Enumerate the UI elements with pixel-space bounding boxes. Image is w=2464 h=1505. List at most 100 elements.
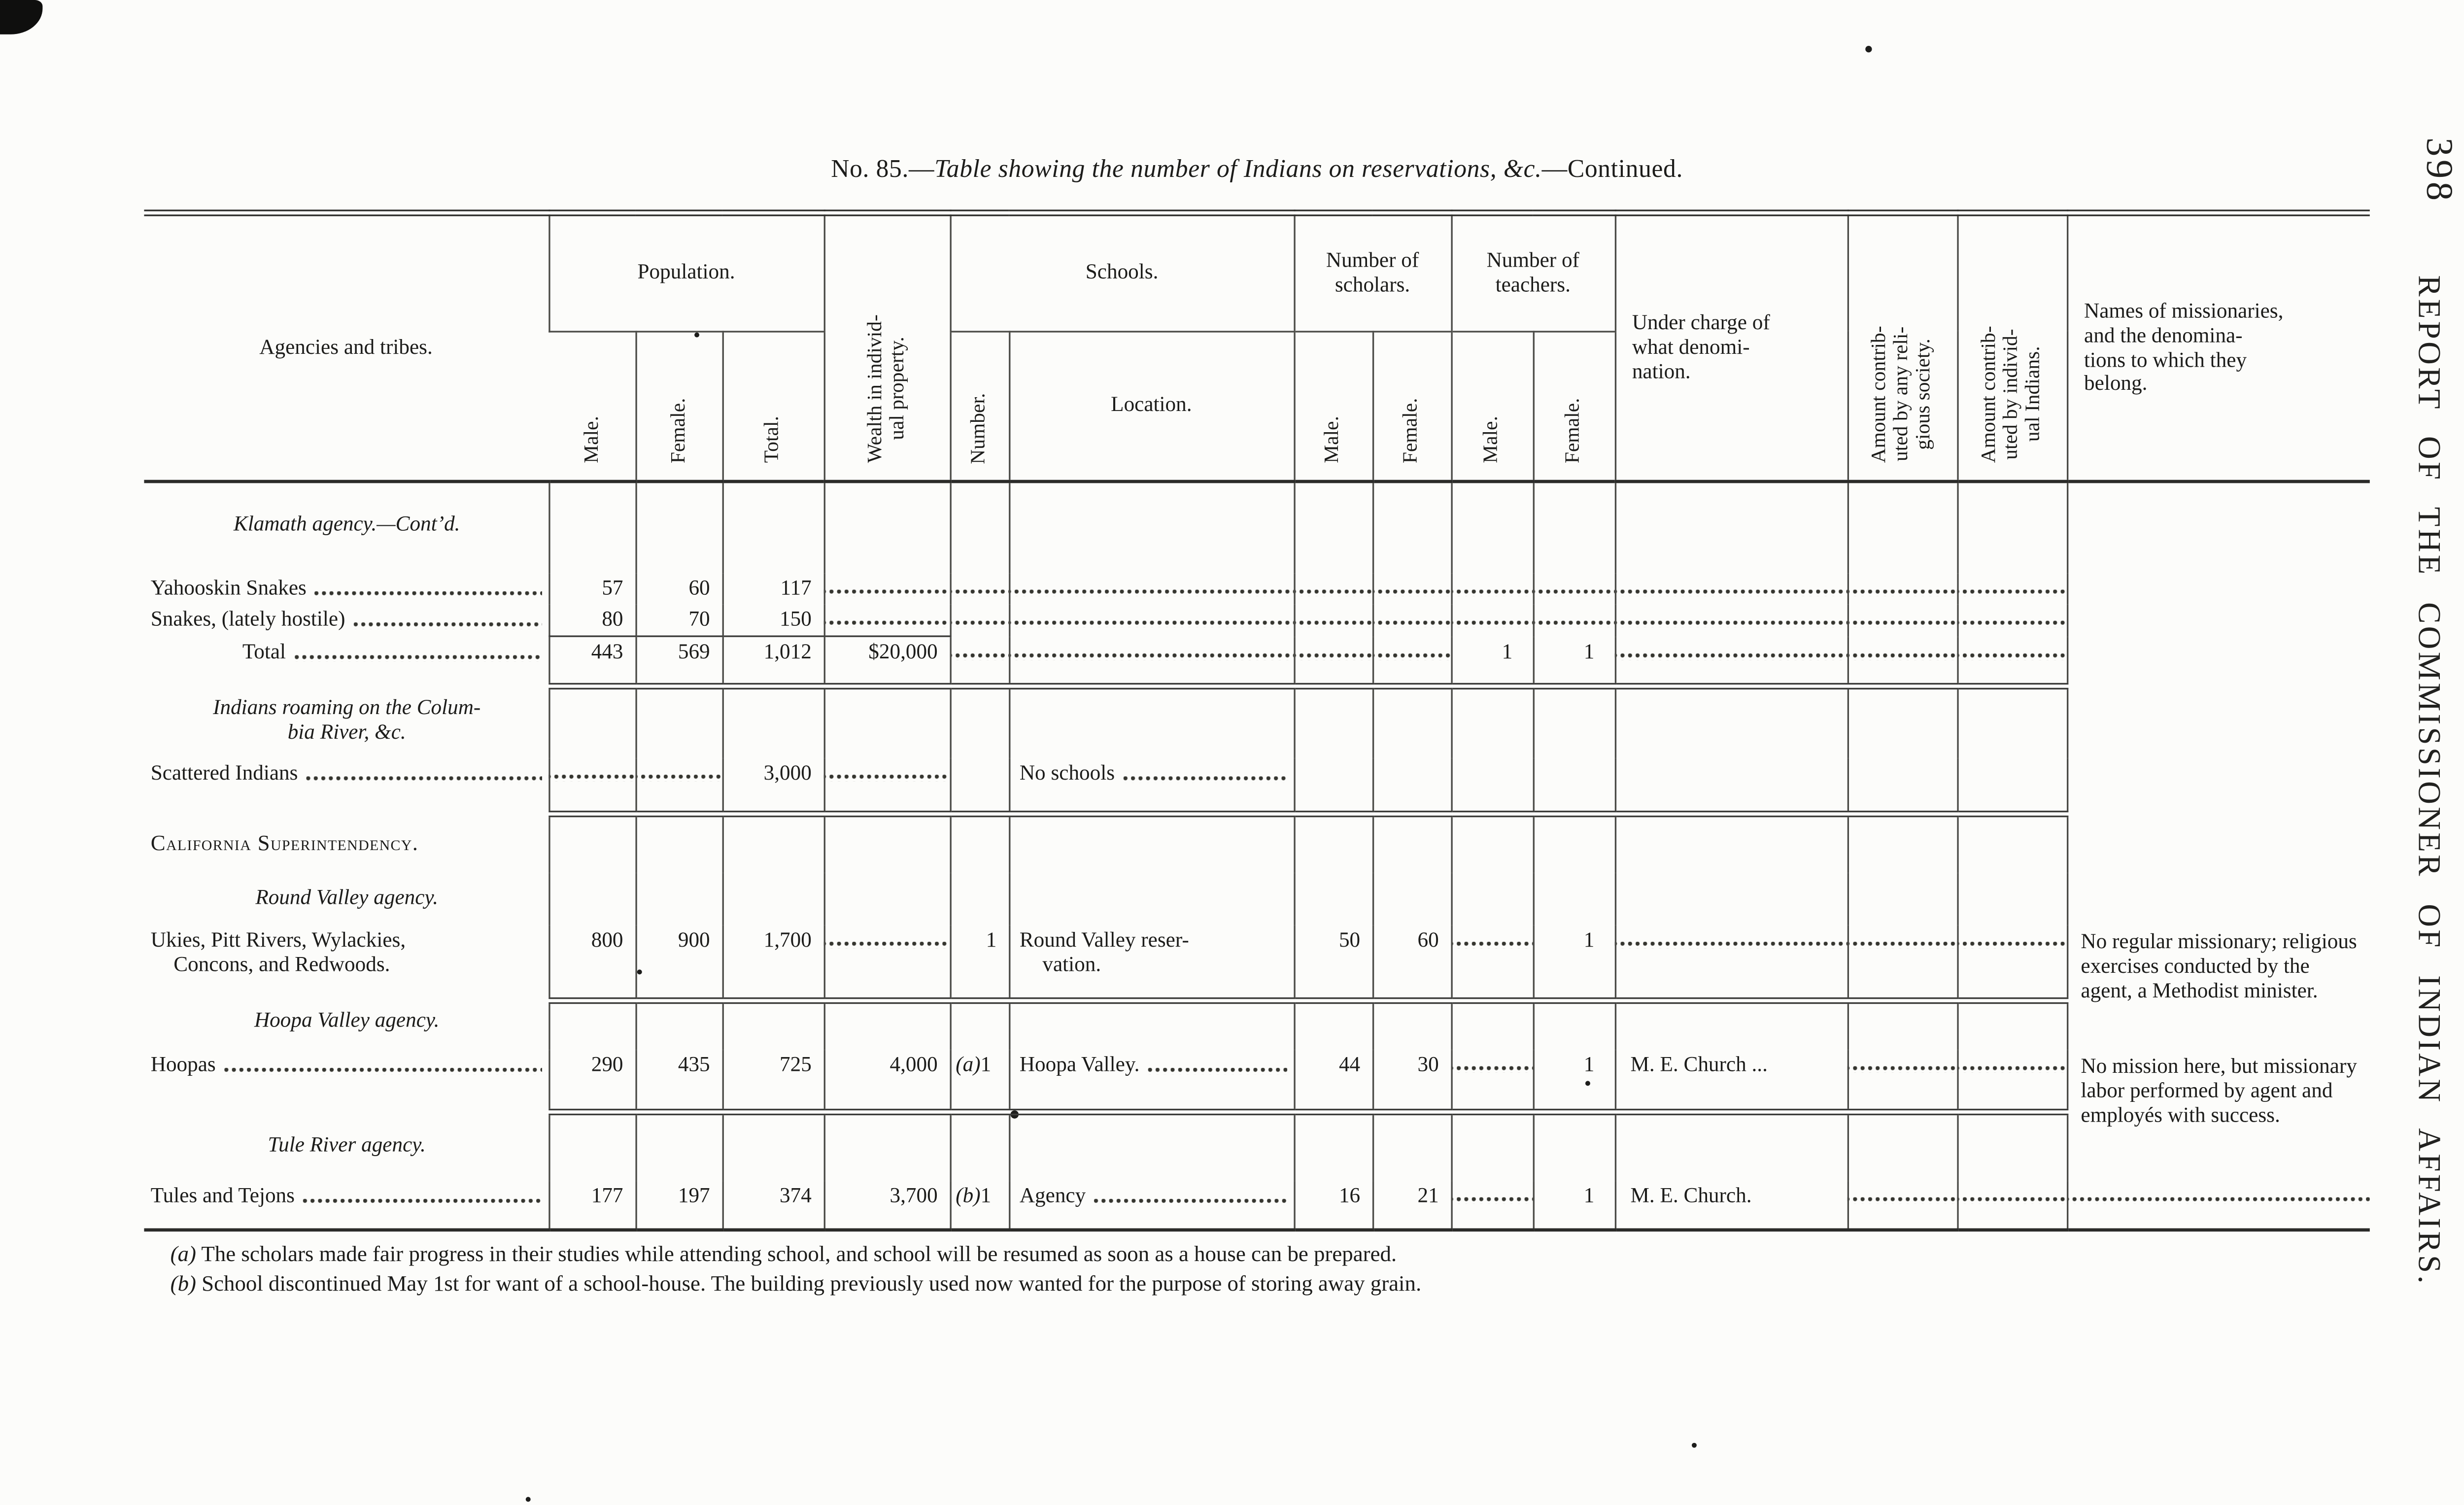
scholars-header: Number of scholars.: [1293, 213, 1451, 332]
row-snakes: Snakes, (lately hostile) 80 70 150: [144, 604, 2370, 638]
wealth-cell: $20,000: [823, 637, 950, 689]
section-tule-river: Tule River agency.: [144, 1112, 2370, 1181]
section-label: Round Valley agency.: [255, 884, 439, 909]
amount-indians-header: Amount contrib-uted by individ-ual India…: [1956, 213, 2067, 483]
dotted-cell: [823, 925, 950, 1004]
teachers-header: Number of teachers.: [1450, 213, 1615, 332]
female-cell: 70: [634, 604, 722, 638]
missionary-note-hoopa: No mission here, but missionary labor pe…: [2066, 1050, 2370, 1181]
dot-leader: [351, 607, 542, 632]
school-number-cell: 1: [949, 925, 1009, 1004]
row-label-cell: Yahooskin Snakes: [144, 573, 548, 604]
section-label: Hoopa Valley agency.: [254, 1007, 440, 1032]
scan-speck: [1865, 46, 1872, 53]
dot-leader: [1146, 1053, 1287, 1078]
scholars-male-cell: 44: [1293, 1050, 1373, 1115]
pop-total-header: Total.: [721, 331, 824, 483]
male-cell: 57: [548, 573, 636, 605]
page-number: 398: [2419, 137, 2460, 204]
section-klamath: Klamath agency.—Cont’d.: [144, 481, 2370, 925]
dotted-cell: [2066, 1180, 2370, 1231]
male-cell: 290: [548, 1050, 636, 1115]
row-label-cell: Scattered Indians: [144, 758, 548, 814]
wealth-cell: 4,000: [823, 1050, 950, 1115]
teachers-female-cell: 1: [1532, 1180, 1615, 1231]
male-cell: 80: [548, 604, 636, 638]
male-cell: 800: [548, 925, 636, 1004]
section-label: California Superintendency.: [150, 830, 419, 855]
scan-speck: [1691, 1442, 1697, 1448]
total-cell: 3,000: [721, 758, 824, 818]
margin-title: REPORT OF THE COMMISSIONER OF INDIAN AFF…: [2410, 275, 2445, 1286]
scholars-female-cell: 21: [1371, 1180, 1451, 1231]
scholars-female-header: Female.: [1371, 331, 1451, 483]
dot-leader: [1092, 1184, 1287, 1209]
scholars-female-cell: 60: [1371, 925, 1451, 1004]
row-yahooskin: Yahooskin Snakes 57 60 117: [144, 573, 2370, 605]
names-empty-cell: [2066, 481, 2370, 925]
footnotes: (a) The scholars made fair progress in t…: [171, 1240, 2168, 1298]
dot-leader: [1121, 761, 1287, 786]
section-hoopa-valley: Hoopa Valley agency.: [144, 1000, 2370, 1050]
scholars-male-header: Male.: [1293, 331, 1373, 483]
section-label: Indians roaming on the Colum-bia River, …: [213, 694, 481, 744]
dot-leader: [313, 576, 542, 601]
scholars-male-cell: 50: [1293, 925, 1373, 1004]
table-body: Klamath agency.—Cont’d. Yahooskin Snakes…: [144, 481, 2370, 1231]
footnote-a: (a) The scholars made fair progress in t…: [170, 1241, 1397, 1266]
male-cell: 443: [548, 637, 636, 689]
school-number-cell: (a)1: [949, 1050, 1009, 1115]
location-cell: Agency: [1008, 1180, 1294, 1231]
teachers-male-header: Male.: [1450, 331, 1533, 483]
teachers-female-cell: 1: [1532, 1050, 1615, 1115]
female-cell: 197: [634, 1180, 722, 1231]
scholars-male-cell: 16: [1293, 1180, 1373, 1231]
dotted-cell: [548, 758, 636, 818]
population-header: Population.: [548, 213, 824, 332]
scan-speck: [525, 1497, 531, 1502]
scan-blob: [0, 0, 43, 34]
school-location-header: Location.: [1008, 331, 1294, 483]
row-label-cell: Ukies, Pitt Rivers, Wylackies, Concons, a…: [150, 926, 406, 976]
scholars-female-cell: 30: [1371, 1050, 1451, 1115]
names-header: Names of missionaries, and the denomina-t…: [2066, 213, 2370, 483]
title-continued: —Continued.: [1541, 155, 1683, 184]
row-hoopas: Hoopas 290 435 725 4,000 (a)1 Hoopa Vall…: [144, 1050, 2370, 1181]
female-cell: 569: [634, 637, 722, 689]
teachers-female-header: Female.: [1532, 331, 1615, 483]
dot-leader: [292, 640, 542, 665]
amount-society-header: Amount contrib-uted by any reli-gious so…: [1847, 213, 1957, 483]
wealth-header: Wealth in individ-ual property.: [823, 213, 950, 483]
missionary-note-round-valley: No regular missionary; religious exercis…: [2066, 925, 2370, 1050]
schools-header: Schools.: [949, 213, 1294, 332]
row-tules: Tules and Tejons 177 197 374 3,700 (b)1 …: [144, 1180, 2370, 1231]
denomination-cell: M. E. Church.: [1614, 1180, 1848, 1231]
indians-reservations-table: Agencies and tribes. Population. Wealth …: [144, 209, 2370, 1231]
location-cell: Round Valley reser-vation.: [1008, 925, 1294, 1004]
location-cell: No schools: [1008, 758, 1294, 818]
teachers-female-cell: 1: [1532, 925, 1615, 1004]
row-ukies: Ukies, Pitt Rivers, Wylackies, Concons, a…: [144, 925, 2370, 1050]
school-number-cell: (b)1: [949, 1180, 1009, 1231]
table-header: Agencies and tribes. Population. Wealth …: [144, 213, 2370, 483]
total-cell: 117: [721, 573, 824, 605]
dotted-cell: [949, 637, 1009, 689]
table-title: No. 85.—Table showing the number of Indi…: [144, 156, 2369, 185]
footnote-b: (b) School discontinued May 1st for want…: [170, 1270, 1422, 1296]
total-cell: 150: [721, 604, 824, 638]
row-label-cell: Snakes, (lately hostile): [144, 604, 548, 637]
teachers-female-cell: 1: [1532, 637, 1615, 689]
row-total: Total 443 569 1,012 $20,000 1 1: [144, 637, 2370, 689]
section-round-valley: Round Valley agency.: [144, 873, 2370, 925]
wealth-cell: 3,700: [823, 1180, 950, 1231]
section-california: California Superintendency.: [144, 814, 2370, 873]
section-label: Klamath agency.—Cont’d.: [233, 511, 460, 536]
denomination-cell: M. E. Church ...: [1614, 1050, 1848, 1115]
location-cell: Hoopa Valley.: [1008, 1050, 1294, 1115]
dot-leader: [222, 1053, 542, 1078]
total-cell: 374: [721, 1180, 824, 1231]
pop-male-header: Male.: [548, 331, 636, 483]
female-cell: 60: [634, 573, 722, 605]
female-cell: 435: [634, 1050, 722, 1115]
